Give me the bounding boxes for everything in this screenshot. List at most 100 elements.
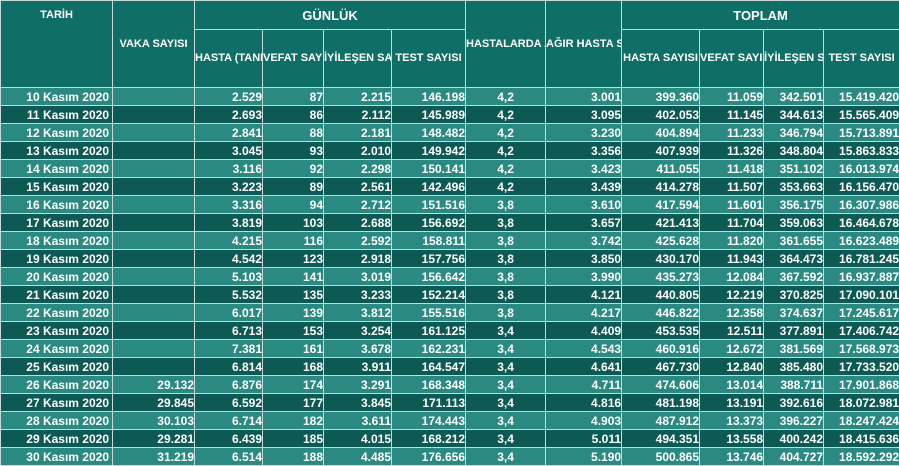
cell-total-deaths: 11.943 [700,250,764,268]
cell-pneumonia-rate: 3,8 [466,268,546,286]
cell-total-recovered: 351.102 [764,160,824,178]
cell-cases: 29.845 [113,394,195,412]
cell-cases [113,178,195,196]
cell-daily-patients: 3.045 [195,142,263,160]
cell-daily-tests: 152.214 [392,286,466,304]
cell-date: 27 Kasım 2020 [1,394,113,412]
header-daily-deaths: VEFAT SAYISI [263,30,324,88]
cell-daily-recovered: 3.911 [324,358,392,376]
cell-cases [113,250,195,268]
cell-daily-deaths: 139 [263,304,324,322]
cell-daily-patients: 5.103 [195,268,263,286]
cell-critical-patients: 4.543 [546,340,622,358]
cell-total-deaths: 11.820 [700,232,764,250]
cell-pneumonia-rate: 4,2 [466,178,546,196]
cell-total-tests: 18.247.424 [824,412,899,430]
cell-total-deaths: 12.358 [700,304,764,322]
cell-total-deaths: 12.511 [700,322,764,340]
cell-total-deaths: 11.601 [700,196,764,214]
cell-date: 19 Kasım 2020 [1,250,113,268]
cell-daily-deaths: 87 [263,88,324,106]
cell-daily-patients: 6.514 [195,448,263,466]
cell-date: 12 Kasım 2020 [1,124,113,142]
cell-daily-deaths: 185 [263,430,324,448]
cell-pneumonia-rate: 3,8 [466,196,546,214]
cell-daily-patients: 2.693 [195,106,263,124]
cell-daily-recovered: 2.918 [324,250,392,268]
cell-total-recovered: 356.175 [764,196,824,214]
cell-daily-tests: 156.692 [392,214,466,232]
cell-total-tests: 15.565.409 [824,106,899,124]
cell-daily-recovered: 3.812 [324,304,392,322]
header-total-recovered: İYİLEŞEN SAYISI [764,30,824,88]
cell-critical-patients: 3.230 [546,124,622,142]
cell-daily-deaths: 89 [263,178,324,196]
cell-total-deaths: 13.746 [700,448,764,466]
cell-total-patients: 481.198 [622,394,700,412]
cell-date: 13 Kasım 2020 [1,142,113,160]
cell-total-recovered: 342.501 [764,88,824,106]
cell-daily-deaths: 177 [263,394,324,412]
cell-total-deaths: 11.059 [700,88,764,106]
cell-daily-recovered: 2.592 [324,232,392,250]
cell-pneumonia-rate: 4,2 [466,124,546,142]
cell-total-tests: 17.245.617 [824,304,899,322]
cell-daily-deaths: 88 [263,124,324,142]
cell-daily-recovered: 3.291 [324,376,392,394]
cell-total-tests: 16.937.887 [824,268,899,286]
cell-date: 28 Kasım 2020 [1,412,113,430]
cell-daily-tests: 176.656 [392,448,466,466]
cell-critical-patients: 4.816 [546,394,622,412]
cell-daily-patients: 4.215 [195,232,263,250]
cell-pneumonia-rate: 3,4 [466,358,546,376]
cell-total-recovered: 385.480 [764,358,824,376]
cell-total-patients: 494.351 [622,430,700,448]
header-daily-tests: TEST SAYISI [392,30,466,88]
cell-pneumonia-rate: 3,8 [466,250,546,268]
cell-total-recovered: 381.569 [764,340,824,358]
cell-total-deaths: 11.233 [700,124,764,142]
cell-total-recovered: 388.711 [764,376,824,394]
cell-pneumonia-rate: 3,8 [466,214,546,232]
cell-total-patients: 407.939 [622,142,700,160]
cell-total-deaths: 12.672 [700,340,764,358]
cell-cases [113,196,195,214]
cell-daily-tests: 142.496 [392,178,466,196]
cell-critical-patients: 5.011 [546,430,622,448]
cell-total-patients: 402.053 [622,106,700,124]
cell-total-tests: 16.464.678 [824,214,899,232]
cell-total-tests: 18.415.636 [824,430,899,448]
cell-critical-patients: 3.657 [546,214,622,232]
cell-date: 25 Kasım 2020 [1,358,113,376]
cell-daily-recovered: 4.485 [324,448,392,466]
cell-daily-patients: 3.819 [195,214,263,232]
cell-daily-recovered: 2.010 [324,142,392,160]
cell-cases [113,214,195,232]
cell-critical-patients: 4.903 [546,412,622,430]
cell-pneumonia-rate: 4,2 [466,106,546,124]
cell-critical-patients: 3.095 [546,106,622,124]
cell-daily-deaths: 103 [263,214,324,232]
cell-total-recovered: 392.616 [764,394,824,412]
cell-total-tests: 18.072.981 [824,394,899,412]
cell-daily-recovered: 2.561 [324,178,392,196]
cell-total-patients: 435.273 [622,268,700,286]
cell-daily-patients: 6.876 [195,376,263,394]
header-total-deaths: VEFAT SAYISI [700,30,764,88]
cell-cases [113,358,195,376]
cell-critical-patients: 3.439 [546,178,622,196]
cell-total-recovered: 367.592 [764,268,824,286]
cell-cases: 29.281 [113,430,195,448]
cell-pneumonia-rate: 3,4 [466,376,546,394]
cell-total-tests: 16.307.986 [824,196,899,214]
